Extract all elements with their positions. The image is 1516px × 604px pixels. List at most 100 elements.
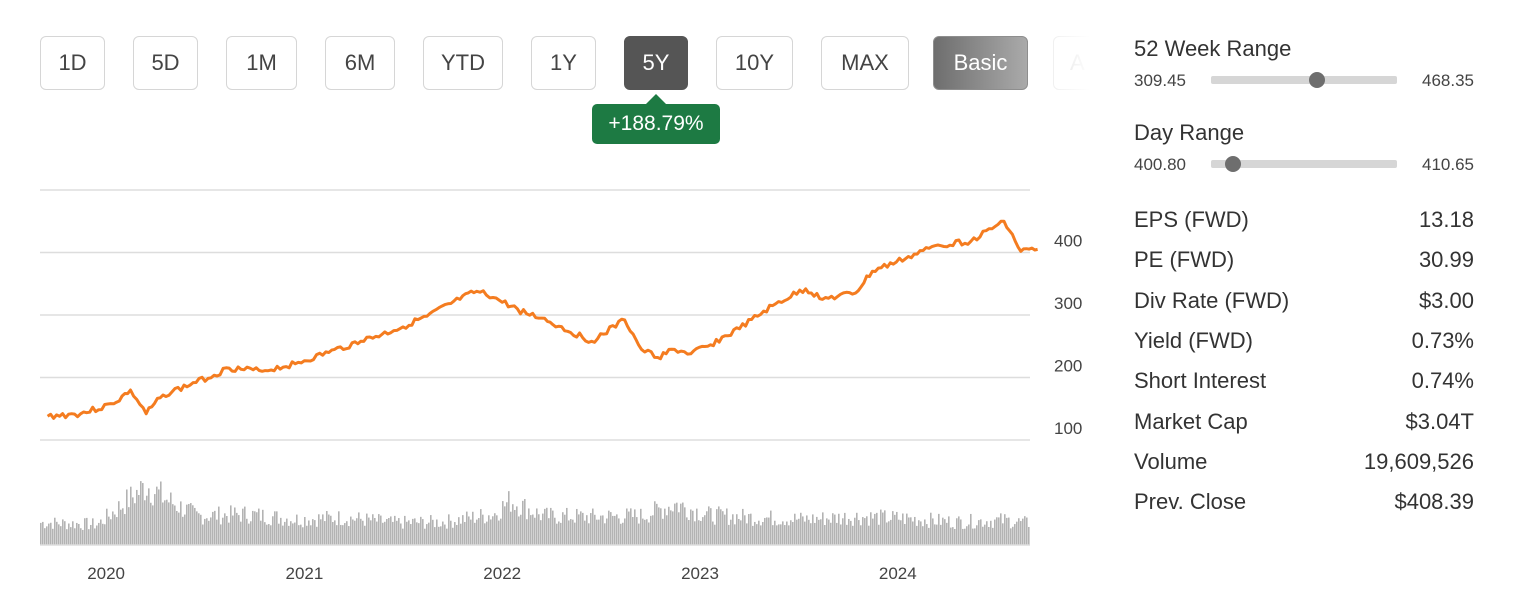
volume-bar — [1008, 517, 1010, 545]
volume-bar — [976, 525, 978, 545]
volume-bar — [710, 508, 712, 545]
volume-bar — [812, 514, 814, 545]
volume-bar — [932, 518, 934, 545]
volume-bar — [424, 528, 426, 545]
range-button-10y[interactable]: 10Y — [716, 36, 793, 90]
volume-bar — [334, 520, 336, 545]
volume-bar — [280, 517, 282, 545]
range-button-ytd[interactable]: YTD — [423, 36, 503, 90]
volume-bar — [910, 517, 912, 545]
price-chart[interactable]: 100 200 300 400 2020 2021 2022 2023 2024 — [0, 170, 1100, 600]
volume-bar — [274, 511, 276, 545]
volume-bar — [170, 492, 172, 545]
volume-bar — [898, 519, 900, 545]
volume-bar — [836, 522, 838, 545]
range-button-1m[interactable]: 1M — [226, 36, 297, 90]
volume-bar — [716, 509, 718, 545]
volume-bar — [940, 524, 942, 545]
volume-bar — [930, 512, 932, 545]
volume-bar — [126, 489, 128, 545]
volume-bar — [574, 522, 576, 545]
volume-bar — [890, 519, 892, 545]
volume-bar — [914, 516, 916, 545]
volume-bar — [72, 521, 74, 545]
range-button-5d[interactable]: 5D — [133, 36, 198, 90]
volume-bar — [982, 526, 984, 545]
volume-bar — [104, 524, 106, 545]
change-badge: +188.79% — [592, 94, 720, 144]
volume-bar — [1016, 521, 1018, 545]
volume-bar — [928, 527, 930, 545]
volume-bar — [512, 504, 514, 545]
volume-bar — [244, 506, 246, 545]
day-high: 410.65 — [1422, 155, 1474, 174]
volume-bar — [724, 514, 726, 545]
volume-bar — [814, 522, 816, 545]
volume-bar — [552, 510, 554, 545]
volume-bar — [490, 519, 492, 545]
volume-bar — [292, 523, 294, 545]
stat-value: 0.74% — [1411, 368, 1474, 394]
volume-bar — [268, 524, 270, 545]
volume-bar — [582, 512, 584, 545]
volume-bar — [702, 517, 704, 545]
price-line — [46, 219, 1038, 420]
x-tick-label: 2023 — [681, 564, 719, 583]
volume-bar — [376, 521, 378, 545]
volume-bar — [722, 511, 724, 545]
day-range-knob — [1225, 156, 1242, 172]
volume-bar — [660, 508, 662, 545]
volume-bar — [670, 510, 672, 545]
volume-bar — [318, 514, 320, 545]
volume-bar — [426, 524, 428, 545]
volume-bar — [546, 507, 548, 545]
volume-bar — [614, 515, 616, 545]
stat-label: Prev. Close — [1134, 489, 1247, 515]
volume-bar — [40, 522, 42, 545]
volume-bar — [464, 521, 466, 545]
volume-bar — [594, 514, 596, 545]
volume-bar — [968, 524, 970, 545]
volume-bar — [114, 514, 116, 545]
day-range-track — [1211, 156, 1397, 172]
range-button-max[interactable]: MAX — [821, 36, 909, 90]
volume-bar — [540, 520, 542, 545]
volume-bar — [64, 521, 66, 545]
volume-bar — [568, 520, 570, 545]
volume-bar — [152, 505, 154, 545]
volume-bar — [192, 505, 194, 545]
volume-bar — [440, 526, 442, 545]
basic-view-button[interactable]: Basic — [933, 36, 1028, 90]
range-button-6m[interactable]: 6M — [325, 36, 395, 90]
volume-bar — [790, 520, 792, 545]
volume-bar — [178, 512, 180, 545]
volume-bar — [918, 520, 920, 545]
volume-bar — [712, 521, 714, 545]
range-button-5y[interactable]: 5Y — [624, 36, 688, 90]
advanced-view-button[interactable]: A — [1053, 36, 1090, 90]
range-button-1d[interactable]: 1D — [40, 36, 105, 90]
volume-bar — [672, 511, 674, 545]
volume-bar — [236, 512, 238, 545]
volume-bar — [772, 525, 774, 545]
volume-bar — [956, 518, 958, 545]
stat-label: Short Interest — [1134, 368, 1267, 394]
volume-bar — [248, 523, 250, 545]
volume-bar — [398, 518, 400, 545]
volume-bar — [952, 527, 954, 545]
volume-bar — [1024, 516, 1026, 545]
volume-bar — [240, 521, 242, 545]
volume-bar — [106, 508, 108, 545]
volume-bar — [406, 521, 408, 545]
volume-bar — [404, 515, 406, 545]
volume-bar — [328, 514, 330, 545]
volume-bar — [432, 519, 434, 545]
range-button-1y[interactable]: 1Y — [531, 36, 596, 90]
volume-bar — [578, 514, 580, 545]
volume-bar — [190, 503, 192, 545]
volume-bar — [1014, 524, 1016, 545]
stat-value: 0.73% — [1411, 328, 1474, 354]
volume-bar — [246, 518, 248, 545]
volume-bar — [94, 528, 96, 545]
volume-bar — [44, 528, 46, 545]
